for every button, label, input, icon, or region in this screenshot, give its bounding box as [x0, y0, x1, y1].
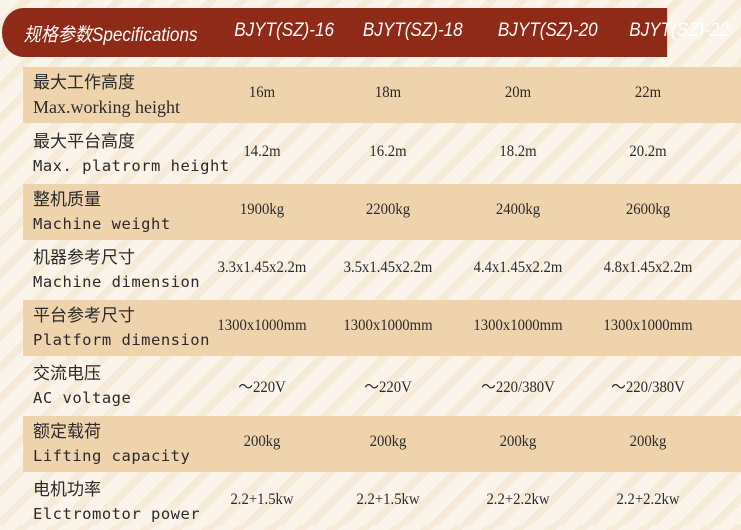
- spec-value: 18m: [374, 84, 402, 101]
- spec-value: 1300x1000mm: [217, 317, 307, 334]
- spec-row: 最大平台高度 Max. platrorm height 14.2m 16.2m 18.2…: [23, 126, 741, 182]
- spec-value: 16.2m: [369, 143, 407, 160]
- spec-value: 1300x1000mm: [603, 317, 693, 334]
- spec-value: 4.8x1.45x2.2m: [603, 259, 693, 276]
- spec-row: 机器参考尺寸 Machine dimension 3.3x1.45x2.2m 3.5x…: [23, 242, 741, 298]
- model-header-16: BJYT(SZ)-16: [234, 20, 334, 41]
- row-label: 电机功率 Elctromotor power: [33, 478, 200, 526]
- spec-value: 200kg: [499, 433, 537, 450]
- spec-value: 2.2+1.5kw: [230, 491, 294, 508]
- label-en: Machine weight: [33, 215, 171, 233]
- label-cn: 整机质量: [33, 190, 101, 210]
- spec-value: 200kg: [629, 433, 667, 450]
- spec-value: ～220V: [364, 379, 412, 396]
- spec-value: 20m: [504, 84, 532, 101]
- spec-value: 2.2+2.2kw: [486, 491, 550, 508]
- spec-row: 平台参考尺寸 Platform dimension 1300x1000mm 1300x…: [23, 300, 741, 356]
- spec-value: 20.2m: [629, 143, 667, 160]
- spec-value: 3.5x1.45x2.2m: [343, 259, 433, 276]
- spec-row: 最大工作高度 Max.working height 16m 18m 20m 22m: [23, 67, 741, 123]
- model-header-18: BJYT(SZ)-18: [362, 20, 463, 41]
- row-label: 最大平台高度 Max. platrorm height: [33, 130, 230, 178]
- row-label: 额定载荷 Lifting capacity: [33, 420, 190, 468]
- model-header-20: BJYT(SZ)-20: [497, 20, 598, 41]
- spec-value: 1900kg: [239, 201, 285, 218]
- label-cn: 电机功率: [33, 480, 101, 500]
- row-label: 最大工作高度 Max.working height: [33, 71, 180, 119]
- label-cn: 额定载荷: [33, 422, 101, 442]
- spec-value: ～220/380V: [611, 379, 685, 396]
- spec-value: 200kg: [243, 433, 281, 450]
- label-cn: 机器参考尺寸: [33, 248, 135, 268]
- spec-value: 1300x1000mm: [343, 317, 433, 334]
- row-label: 交流电压 AC voltage: [33, 362, 131, 410]
- label-cn: 最大工作高度: [33, 73, 135, 93]
- label-cn: 交流电压: [33, 364, 101, 384]
- spec-value: 14.2m: [243, 143, 281, 160]
- spec-value: 22m: [634, 84, 662, 101]
- spec-value: 2400kg: [495, 201, 541, 218]
- spec-row: 电机功率 Elctromotor power 2.2+1.5kw 2.2+1.5kw 2…: [23, 474, 741, 530]
- label-en: Max.working height: [33, 97, 180, 117]
- spec-value: 16m: [248, 84, 276, 101]
- label-en: Elctromotor power: [33, 505, 201, 523]
- label-en: Lifting capacity: [33, 447, 191, 465]
- spec-value: ～220/380V: [481, 379, 555, 396]
- label-en: Platform dimension: [33, 331, 210, 349]
- spec-value: 4.4x1.45x2.2m: [473, 259, 563, 276]
- label-en: Machine dimension: [33, 273, 201, 291]
- spec-value: 2.2+2.2kw: [616, 491, 680, 508]
- spec-value: 2200kg: [365, 201, 411, 218]
- row-label: 机器参考尺寸 Machine dimension: [33, 246, 200, 294]
- row-label: 整机质量 Machine weight: [33, 188, 171, 236]
- spec-value: 18.2m: [499, 143, 537, 160]
- header-title: 规格参数Specifications: [23, 25, 198, 46]
- model-header-22: BJYT(SZ)-22: [629, 20, 730, 41]
- spec-value: ～220V: [238, 379, 286, 396]
- spec-row: 额定载荷 Lifting capacity 200kg 200kg 200kg 200kg: [23, 416, 741, 472]
- spec-row: 整机质量 Machine weight 1900kg 2200kg 2400kg 2600…: [23, 184, 741, 240]
- label-en: AC voltage: [33, 389, 132, 407]
- spec-value: 3.3x1.45x2.2m: [217, 259, 307, 276]
- label-en: Max. platrorm height: [33, 157, 230, 175]
- row-label: 平台参考尺寸 Platform dimension: [33, 304, 210, 352]
- spec-value: 1300x1000mm: [473, 317, 563, 334]
- spec-value: 2600kg: [625, 201, 671, 218]
- label-cn: 最大平台高度: [33, 132, 135, 152]
- spec-value: 200kg: [369, 433, 407, 450]
- spec-row: 交流电压 AC voltage ～220V ～220V ～220/380V ～220/38…: [23, 358, 741, 414]
- label-cn: 平台参考尺寸: [33, 306, 135, 326]
- spec-table-header: 规格参数Specifications BJYT(SZ)-16 BJYT(SZ)-…: [2, 8, 729, 57]
- spec-value: 2.2+1.5kw: [356, 491, 420, 508]
